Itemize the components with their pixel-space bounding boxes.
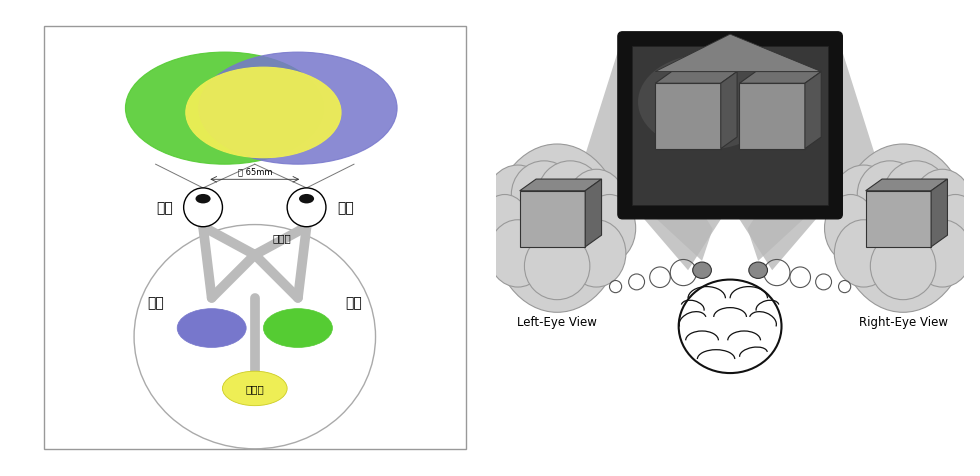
Polygon shape xyxy=(519,180,602,191)
Polygon shape xyxy=(698,205,762,257)
Polygon shape xyxy=(805,72,821,149)
Ellipse shape xyxy=(831,166,897,241)
Ellipse shape xyxy=(287,188,326,227)
Text: 약 65mm: 약 65mm xyxy=(237,167,272,176)
Ellipse shape xyxy=(638,55,775,150)
Polygon shape xyxy=(865,180,948,191)
Text: 시각령: 시각령 xyxy=(245,384,265,394)
Ellipse shape xyxy=(583,195,636,262)
Ellipse shape xyxy=(838,145,968,313)
Text: 우뇌: 우뇌 xyxy=(346,296,363,309)
Ellipse shape xyxy=(567,220,626,288)
Ellipse shape xyxy=(196,195,211,204)
Ellipse shape xyxy=(824,195,877,262)
Polygon shape xyxy=(641,205,720,261)
Ellipse shape xyxy=(299,195,314,204)
Ellipse shape xyxy=(749,262,767,279)
Ellipse shape xyxy=(186,68,341,159)
Polygon shape xyxy=(740,205,819,261)
Polygon shape xyxy=(566,38,651,215)
Ellipse shape xyxy=(913,220,972,288)
Polygon shape xyxy=(740,72,821,84)
Ellipse shape xyxy=(485,166,551,241)
Text: 시신경: 시신경 xyxy=(272,233,291,243)
Polygon shape xyxy=(730,205,828,271)
Polygon shape xyxy=(740,84,805,149)
Polygon shape xyxy=(865,191,931,248)
Text: 우안: 우안 xyxy=(337,201,354,215)
Polygon shape xyxy=(720,72,737,149)
Ellipse shape xyxy=(183,188,222,227)
Polygon shape xyxy=(809,38,894,215)
Ellipse shape xyxy=(834,220,893,288)
Ellipse shape xyxy=(883,161,949,228)
Ellipse shape xyxy=(913,170,972,237)
Ellipse shape xyxy=(870,233,936,300)
Ellipse shape xyxy=(488,220,547,288)
Polygon shape xyxy=(632,205,730,271)
Ellipse shape xyxy=(134,225,375,449)
Ellipse shape xyxy=(512,161,577,228)
Polygon shape xyxy=(931,180,948,248)
Ellipse shape xyxy=(679,280,781,373)
Polygon shape xyxy=(519,191,585,248)
Polygon shape xyxy=(656,35,821,72)
Ellipse shape xyxy=(177,309,246,348)
Ellipse shape xyxy=(858,161,923,228)
Ellipse shape xyxy=(929,195,980,262)
Polygon shape xyxy=(656,84,720,149)
Polygon shape xyxy=(585,180,602,248)
Text: 좌뇌: 좌뇌 xyxy=(147,296,164,309)
Ellipse shape xyxy=(478,195,531,262)
Ellipse shape xyxy=(537,161,603,228)
Ellipse shape xyxy=(125,53,323,165)
Polygon shape xyxy=(656,72,737,84)
Text: 좌안: 좌안 xyxy=(156,201,172,215)
Ellipse shape xyxy=(264,309,332,348)
Ellipse shape xyxy=(222,371,287,406)
Ellipse shape xyxy=(199,53,397,165)
Ellipse shape xyxy=(693,262,711,279)
Ellipse shape xyxy=(524,233,590,300)
Bar xyxy=(632,47,828,205)
Ellipse shape xyxy=(567,170,626,237)
Text: Left-Eye View: Left-Eye View xyxy=(517,316,597,328)
Text: Right-Eye View: Right-Eye View xyxy=(858,316,948,328)
FancyBboxPatch shape xyxy=(618,33,842,219)
Ellipse shape xyxy=(492,145,622,313)
